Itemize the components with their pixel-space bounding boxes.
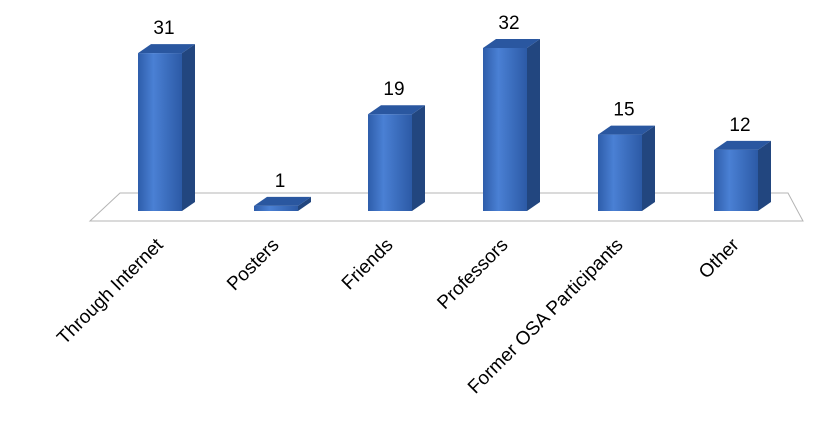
bar-side-face [412, 105, 425, 211]
bar-top-face [598, 125, 655, 135]
bar-side-face [642, 125, 655, 211]
bar-side-face [527, 39, 540, 211]
bar-front-face [254, 205, 298, 211]
category-labels-group: Through Internet Posters Friends Professors… [53, 234, 744, 398]
bar-top-face [138, 44, 195, 54]
data-label: 15 [613, 100, 634, 121]
data-label: 12 [729, 115, 750, 136]
category-label: Friends [338, 235, 398, 295]
bar-front-face [598, 134, 642, 211]
bar-posters [254, 196, 311, 211]
bar-top-face [483, 39, 540, 48]
chart-floor [88, 192, 804, 222]
bar-top-face [254, 196, 311, 206]
bar-front-face [483, 48, 527, 211]
bar-side-face [182, 44, 195, 211]
category-label: Posters [223, 235, 283, 295]
bar-other [714, 140, 771, 211]
bar-side-face [758, 140, 771, 211]
bar-front-face [714, 149, 758, 211]
bar-professors [483, 39, 540, 211]
bar-side-face [298, 196, 311, 211]
bar-top-face [368, 105, 425, 115]
bar-through-internet [138, 44, 195, 211]
data-label: 31 [153, 18, 174, 39]
bar-front-face [368, 114, 412, 211]
data-label: 32 [498, 13, 519, 34]
category-label: Other [695, 234, 744, 283]
data-label: 19 [383, 79, 404, 100]
category-label: Through Internet [53, 234, 168, 349]
bars-group [138, 39, 771, 211]
value-labels-group: 31 1 19 32 15 12 [153, 13, 750, 192]
bar-front-face [138, 53, 182, 211]
category-label: Professors [433, 235, 512, 314]
data-label: 1 [275, 171, 286, 192]
bar-former-osa-participants [598, 125, 655, 211]
bar-top-face [714, 140, 771, 150]
bar-friends [368, 105, 425, 211]
